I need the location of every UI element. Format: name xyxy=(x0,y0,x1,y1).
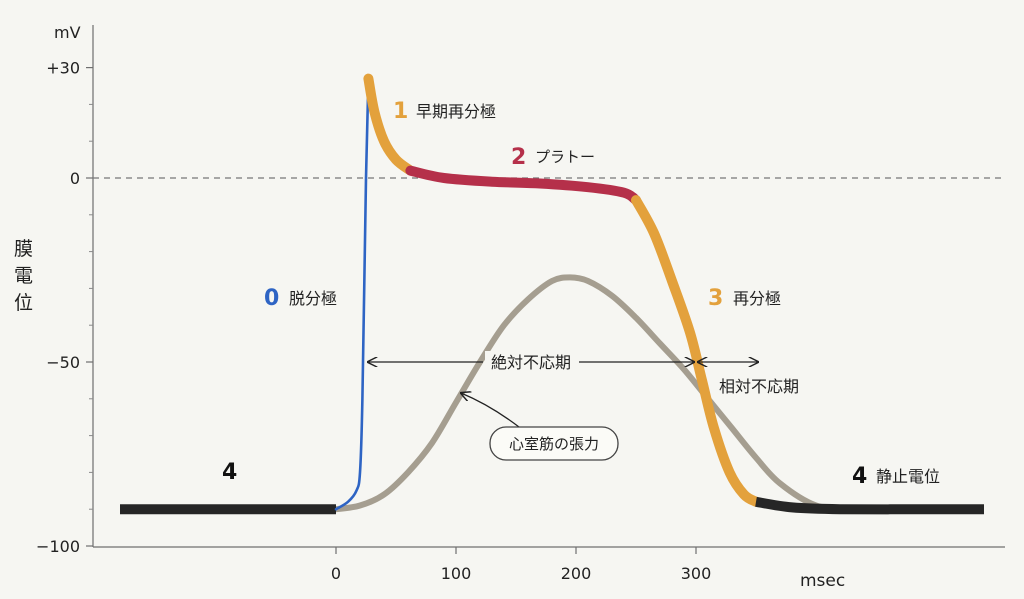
phase-3-label: 再分極 xyxy=(733,289,781,308)
series-再分極-line xyxy=(631,195,761,507)
phase-4-left-number: 4 xyxy=(222,460,237,485)
y-axis-title-char-2: 電 xyxy=(14,265,33,287)
phase-2-number: 2 xyxy=(511,145,526,170)
series-心室筋の張力-line xyxy=(333,274,855,513)
x-tick-label-1: 100 xyxy=(441,564,472,583)
y-ticks: +30 0 −50 −100 xyxy=(36,59,93,556)
x-unit-label: msec xyxy=(800,571,845,591)
phase-4-right-label: 静止電位 xyxy=(876,467,940,486)
x-ticks: 0 100 200 300 xyxy=(331,547,711,583)
series-早期再分極-line xyxy=(363,73,416,176)
phase-0-number: 0 xyxy=(264,286,279,311)
y-unit-label: mV xyxy=(54,23,81,42)
phase-0-label: 脱分極 xyxy=(289,289,337,308)
absolute-refractory-label: 絶対不応期 xyxy=(491,353,571,372)
y-axis-title-char-3: 位 xyxy=(14,292,33,314)
series-layer xyxy=(119,73,984,515)
phase-1-number: 1 xyxy=(393,99,408,124)
y-tick-label-1: 0 xyxy=(70,169,80,188)
tension-callout-box xyxy=(489,426,619,461)
absolute-refractory-label-bg xyxy=(485,351,577,373)
phase-1-label: 早期再分極 xyxy=(416,102,496,121)
relative-refractory-label: 相対不応期 xyxy=(719,377,799,396)
y-tick-label-2: −50 xyxy=(46,353,80,372)
phase-3-number: 3 xyxy=(708,286,723,311)
y-axis-title-char-1: 膜 xyxy=(14,238,33,260)
x-tick-label-3: 300 xyxy=(681,564,712,583)
x-tick-label-0: 0 xyxy=(331,564,341,583)
phase-4-right-number: 4 xyxy=(852,464,867,489)
series-脱分極-line xyxy=(334,77,370,511)
y-tick-label-3: −100 xyxy=(36,537,80,556)
series-静止電位-line xyxy=(755,496,984,515)
tension-callout-pointer xyxy=(461,393,520,428)
x-tick-label-2: 200 xyxy=(561,564,592,583)
phase-2-label: プラトー xyxy=(535,148,595,166)
y-tick-label-0: +30 xyxy=(46,59,80,78)
series-プラトー-line xyxy=(405,165,641,206)
tension-callout-label: 心室筋の張力 xyxy=(509,435,599,453)
